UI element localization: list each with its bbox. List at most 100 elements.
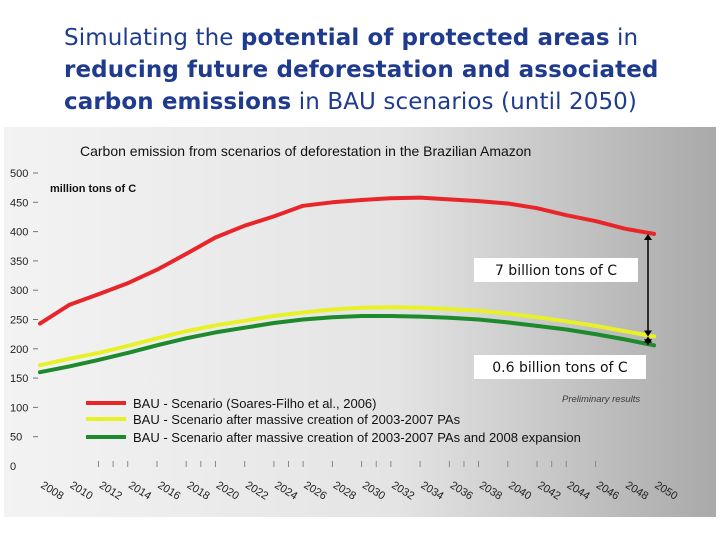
x-tick-label: 2050 xyxy=(652,479,679,502)
data-point xyxy=(359,314,364,318)
data-point xyxy=(96,292,101,297)
y-tick-label: 0 xyxy=(10,461,16,473)
data-point xyxy=(447,307,452,311)
data-point xyxy=(593,219,598,223)
data-point xyxy=(418,195,422,200)
legend-label-3: BAU - Scenario after massive creation of… xyxy=(133,430,581,445)
data-point xyxy=(330,315,335,319)
data-point xyxy=(389,305,393,309)
series-line-1 xyxy=(38,195,656,326)
data-point xyxy=(535,206,539,210)
data-point xyxy=(652,334,656,339)
data-point xyxy=(272,321,276,325)
data-point xyxy=(125,351,130,355)
x-tick-label: 2036 xyxy=(448,479,475,502)
data-point xyxy=(506,320,510,325)
data-point xyxy=(418,305,422,310)
x-tick-label: 2034 xyxy=(419,479,446,502)
x-tick-label: 2016 xyxy=(155,479,182,502)
slide-title: Simulating the potential of protected ar… xyxy=(64,22,704,118)
data-point xyxy=(622,226,627,231)
annotation-0-6-billion: 0.6 billion tons of C xyxy=(474,355,646,379)
annotation-7-billion: 7 billion tons of C xyxy=(474,258,638,282)
x-tick-label: 2010 xyxy=(68,479,95,502)
data-point xyxy=(506,201,510,206)
x-tick-label: 2032 xyxy=(389,479,416,502)
data-point xyxy=(67,364,72,369)
chart-title: Carbon emission from scenarios of defore… xyxy=(80,143,531,159)
x-tick-label: 2022 xyxy=(243,479,270,502)
data-point xyxy=(38,321,42,326)
annotation-7-billion-box xyxy=(474,258,638,282)
title-part-4: in BAU scenarios (until 2050) xyxy=(291,89,637,115)
x-tick-label: 2046 xyxy=(594,479,621,502)
annotation-0-6-billion-text: 0.6 billion tons of C xyxy=(492,360,628,376)
y-tick-label: 200 xyxy=(10,344,28,356)
data-point xyxy=(389,314,393,318)
x-tick-label: 2026 xyxy=(302,479,329,502)
data-point xyxy=(213,323,218,328)
data-point xyxy=(301,310,305,315)
data-point xyxy=(476,199,481,203)
data-point xyxy=(242,325,247,330)
x-tick-label: 2030 xyxy=(360,479,387,502)
data-point xyxy=(418,314,422,319)
data-point xyxy=(272,314,276,318)
data-point xyxy=(476,317,481,322)
data-point xyxy=(67,303,72,307)
y-tick-label: 450 xyxy=(10,197,28,209)
y-tick-label: 300 xyxy=(10,285,28,297)
data-point xyxy=(67,356,72,361)
data-point xyxy=(447,197,452,202)
data-point xyxy=(155,336,159,341)
data-point xyxy=(301,204,305,208)
y-tick-label: 400 xyxy=(10,227,28,239)
data-point xyxy=(213,330,218,335)
data-point xyxy=(38,370,42,375)
data-point xyxy=(593,332,598,336)
data-point xyxy=(184,336,188,341)
data-point xyxy=(506,311,510,316)
data-point xyxy=(96,351,101,355)
title-part-3: reducing future deforestation and associ… xyxy=(64,57,659,115)
data-point xyxy=(242,318,247,323)
arrow-7-billion-head-bottom xyxy=(644,330,652,337)
arrow-0-6-billion-head-bottom xyxy=(644,339,652,346)
title-part-1: potential of protected areas xyxy=(240,25,610,51)
x-tick-label: 2018 xyxy=(185,479,212,502)
legend-label-1: BAU - Scenario (Soares-Filho et al., 200… xyxy=(133,396,377,411)
data-point xyxy=(622,337,627,342)
x-tick-label: 2024 xyxy=(272,479,299,502)
data-point xyxy=(535,324,539,328)
y-tick-label: 350 xyxy=(10,256,28,268)
data-point xyxy=(535,315,539,319)
data-point xyxy=(155,267,159,272)
y-tick-label: 150 xyxy=(10,373,28,385)
x-tick-label: 2048 xyxy=(623,479,650,502)
x-tick-label: 2040 xyxy=(506,479,533,502)
x-tick-label: 2028 xyxy=(331,479,358,502)
y-tick-label: 250 xyxy=(10,315,28,327)
annotation-0-6-billion-box xyxy=(474,355,646,379)
x-tick-label: 2020 xyxy=(214,479,241,502)
series-line-3 xyxy=(38,314,656,375)
chart-panel xyxy=(4,127,716,517)
data-point xyxy=(652,232,656,236)
data-point xyxy=(389,196,393,200)
data-point xyxy=(476,308,481,313)
data-point xyxy=(213,235,218,240)
series-line-2 xyxy=(38,305,656,368)
x-tick-label: 2008 xyxy=(38,479,65,502)
data-point xyxy=(564,213,569,217)
x-tick-label: 2044 xyxy=(565,479,592,502)
annotation-7-billion-text: 7 billion tons of C xyxy=(495,263,617,279)
data-point xyxy=(622,329,627,334)
data-point xyxy=(184,329,188,334)
data-point xyxy=(272,214,276,219)
data-point xyxy=(564,319,569,324)
data-point xyxy=(593,324,598,328)
x-tick-label: 2014 xyxy=(126,479,153,502)
title-part-0: Simulating the xyxy=(64,25,241,51)
data-point xyxy=(96,358,101,362)
